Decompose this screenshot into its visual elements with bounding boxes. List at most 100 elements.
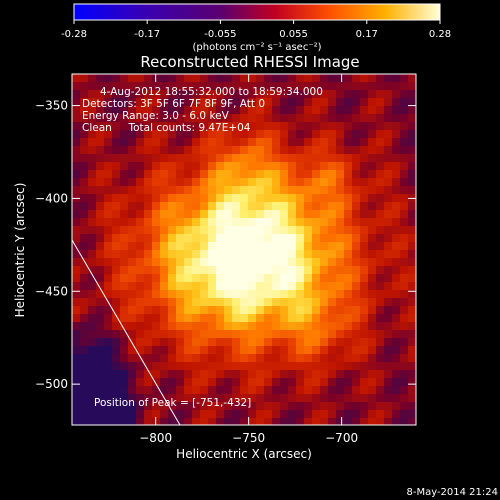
heatmap-cell (152, 162, 160, 170)
heatmap-cell (288, 362, 296, 370)
heatmap-cell (408, 90, 416, 98)
heatmap-cell (304, 122, 312, 130)
heatmap-cell (264, 170, 272, 178)
heatmap-cell (304, 418, 312, 425)
heatmap-cell (296, 282, 304, 290)
heatmap-cell (328, 170, 336, 178)
heatmap-cell (208, 258, 216, 266)
heatmap-cell (240, 410, 248, 418)
heatmap-cell (152, 306, 160, 314)
heatmap-cell (288, 90, 296, 98)
heatmap-cell (384, 106, 392, 114)
heatmap-cell (360, 218, 368, 226)
heatmap-cell (96, 306, 104, 314)
heatmap-cell (208, 138, 216, 146)
heatmap-cell (240, 178, 248, 186)
heatmap-cell (408, 250, 416, 258)
heatmap-cell (400, 226, 408, 234)
heatmap-cell (96, 266, 104, 274)
heatmap-cell (208, 154, 216, 162)
heatmap-cell (344, 338, 352, 346)
heatmap-cell (336, 330, 344, 338)
heatmap-cell (272, 330, 280, 338)
heatmap-cell (216, 154, 224, 162)
heatmap-cell (312, 114, 320, 122)
heatmap-cell (280, 114, 288, 122)
heatmap-cell (272, 306, 280, 314)
heatmap-cell (120, 362, 128, 370)
heatmap-cell (104, 226, 112, 234)
heatmap-cell (192, 154, 200, 162)
heatmap-cell (96, 210, 104, 218)
heatmap-cell (272, 250, 280, 258)
heatmap-cell (72, 106, 80, 114)
heatmap-cell (304, 186, 312, 194)
heatmap-cell (344, 170, 352, 178)
heatmap-cell (352, 258, 360, 266)
heatmap-cell (216, 362, 224, 370)
heatmap-cell (288, 218, 296, 226)
heatmap-cell (384, 218, 392, 226)
heatmap-cell (296, 154, 304, 162)
heatmap-cell (344, 282, 352, 290)
heatmap-cell (312, 346, 320, 354)
heatmap-cell (392, 274, 400, 282)
heatmap-cell (336, 146, 344, 154)
heatmap-cell (192, 402, 200, 410)
heatmap-cell (72, 210, 80, 218)
heatmap-cell (280, 362, 288, 370)
heatmap-cell (160, 226, 168, 234)
heatmap-cell (200, 162, 208, 170)
heatmap-cell (200, 114, 208, 122)
heatmap-cell (272, 418, 280, 425)
heatmap-cell (136, 370, 144, 378)
heatmap-cell (328, 242, 336, 250)
heatmap-cell (240, 402, 248, 410)
heatmap-cell (264, 290, 272, 298)
heatmap-cell (384, 418, 392, 425)
annotation-energy: Energy Range: 3.0 - 6.0 keV (82, 110, 229, 122)
heatmap-cell (72, 98, 80, 106)
heatmap-cell (312, 106, 320, 114)
heatmap-cell (160, 194, 168, 202)
heatmap-cell (176, 338, 184, 346)
heatmap-cell (232, 106, 240, 114)
heatmap-cell (144, 386, 152, 394)
heatmap-cell (248, 410, 256, 418)
heatmap-cell (400, 106, 408, 114)
heatmap-cell (384, 306, 392, 314)
heatmap-cell (72, 138, 80, 146)
heatmap-cell (160, 114, 168, 122)
heatmap-cell (96, 290, 104, 298)
heatmap-cell (360, 410, 368, 418)
heatmap-cell (344, 330, 352, 338)
heatmap-cell (240, 98, 248, 106)
heatmap-cell (88, 138, 96, 146)
heatmap-cell (352, 354, 360, 362)
heatmap-cell (184, 282, 192, 290)
heatmap-cell (128, 298, 136, 306)
heatmap-cell (208, 194, 216, 202)
heatmap-cell (88, 154, 96, 162)
heatmap-cell (304, 250, 312, 258)
heatmap-cell (88, 314, 96, 322)
heatmap-cell (336, 386, 344, 394)
heatmap-cell (408, 282, 416, 290)
heatmap-cell (280, 338, 288, 346)
heatmap-cell (168, 210, 176, 218)
heatmap-cell (128, 138, 136, 146)
heatmap-cell (88, 186, 96, 194)
heatmap-cell (352, 74, 360, 82)
heatmap-cell (232, 90, 240, 98)
heatmap-cell (336, 90, 344, 98)
heatmap-cell (280, 298, 288, 306)
heatmap-cell (224, 386, 232, 394)
heatmap-cell (200, 402, 208, 410)
heatmap-cell (104, 106, 112, 114)
heatmap-cell (232, 266, 240, 274)
heatmap-cell (344, 418, 352, 425)
heatmap-cell (200, 314, 208, 322)
heatmap-cell (160, 170, 168, 178)
heatmap-cell (240, 162, 248, 170)
heatmap-cell (80, 290, 88, 298)
